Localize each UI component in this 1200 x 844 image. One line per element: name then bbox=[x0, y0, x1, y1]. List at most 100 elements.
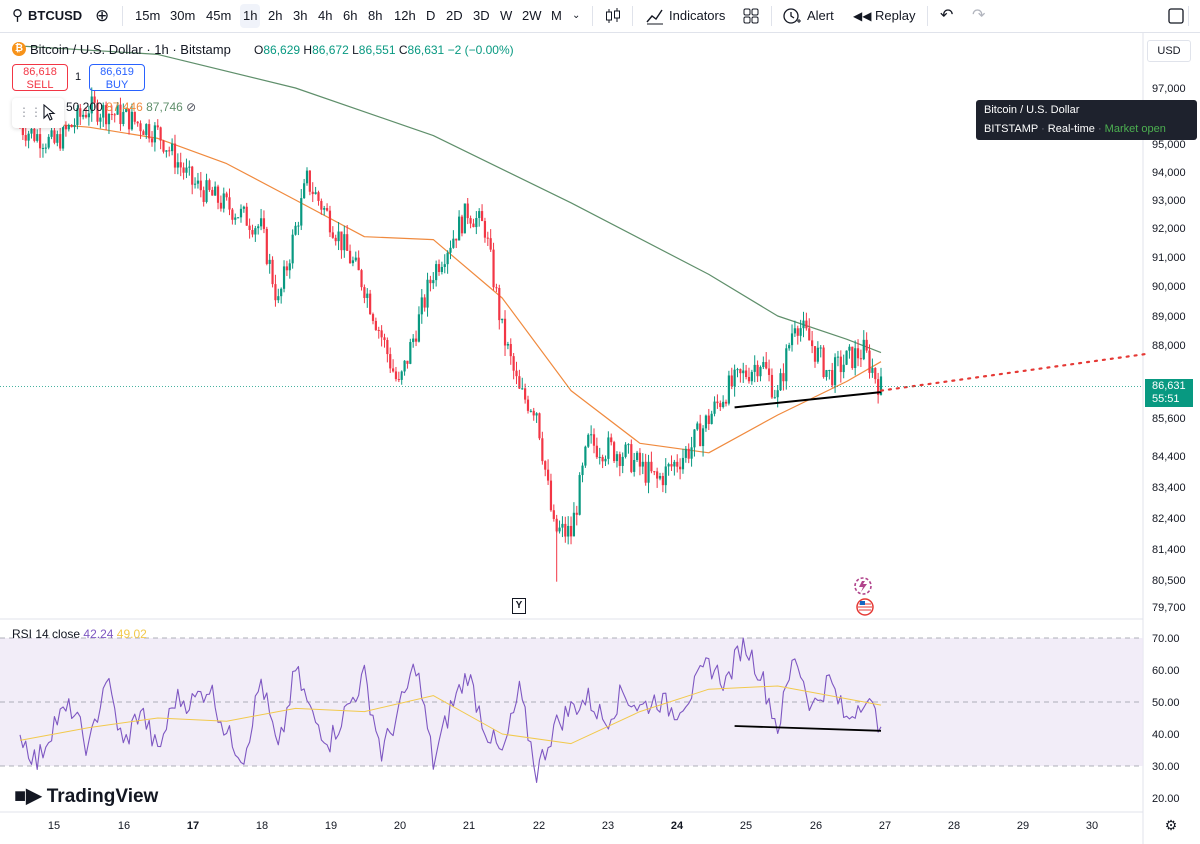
interval-8h[interactable]: 8h bbox=[368, 8, 383, 23]
candle-body bbox=[727, 375, 730, 404]
candle-body bbox=[719, 403, 722, 408]
candle-body bbox=[644, 461, 647, 483]
candle-body bbox=[604, 458, 607, 462]
undo-icon[interactable]: ↶ bbox=[940, 7, 954, 24]
replay-icon[interactable]: ◀◀ bbox=[853, 9, 872, 23]
candle-body bbox=[432, 280, 435, 284]
candle-body bbox=[825, 370, 828, 378]
candle-body bbox=[50, 130, 53, 137]
candles-icon[interactable] bbox=[604, 7, 622, 25]
candle-body bbox=[612, 442, 616, 462]
search-icon[interactable]: ⚲ bbox=[12, 7, 23, 24]
candle-body bbox=[90, 96, 93, 114]
candle-body bbox=[150, 138, 154, 143]
economic-events-icons[interactable] bbox=[852, 576, 876, 616]
interval-2h[interactable]: 2h bbox=[268, 8, 283, 23]
price-tick-label: 88,000 bbox=[1152, 340, 1186, 352]
candle-body bbox=[561, 523, 564, 528]
alert-clock-icon[interactable] bbox=[782, 6, 802, 26]
interval-12h[interactable]: 12h bbox=[394, 8, 416, 23]
interval-3h[interactable]: 3h bbox=[293, 8, 308, 23]
interval-2d[interactable]: 2D bbox=[446, 8, 463, 23]
candle-body bbox=[73, 124, 76, 128]
sell-button[interactable]: 86,618 SELL bbox=[12, 64, 68, 91]
candle-body bbox=[423, 297, 426, 308]
price-tick-label: 84,400 bbox=[1152, 451, 1186, 463]
drag-handle-icon[interactable]: ⋮⋮ bbox=[18, 105, 42, 119]
alert-button[interactable]: Alert bbox=[807, 8, 834, 23]
candle-body bbox=[759, 367, 762, 377]
add-compare-icon[interactable]: ⊕ bbox=[95, 6, 110, 25]
candle-body bbox=[650, 461, 653, 472]
chart-title[interactable]: Bitcoin / U.S. Dollar · 1h · Bitstamp bbox=[30, 42, 231, 57]
candle-body bbox=[796, 328, 799, 336]
settings-gear-icon[interactable]: ⚙ bbox=[1165, 817, 1178, 833]
hide-eye-icon[interactable]: ⊘ bbox=[186, 100, 197, 114]
candle-body bbox=[262, 218, 266, 229]
interval-30m[interactable]: 30m bbox=[170, 8, 196, 23]
replay-button[interactable]: Replay bbox=[875, 8, 916, 23]
tradingview-logo[interactable]: ■▶ TradingView bbox=[14, 783, 158, 808]
ma-legend[interactable]: 50 200 87,446 87,746 ⊘ bbox=[66, 100, 196, 114]
currency-button[interactable]: USD bbox=[1147, 40, 1191, 62]
time-tick-label: 30 bbox=[1086, 820, 1098, 832]
interval-15m[interactable]: 15m bbox=[135, 8, 161, 23]
event-marker[interactable]: Y bbox=[512, 598, 526, 614]
indicators-button[interactable]: Indicators bbox=[669, 8, 726, 23]
candle-body bbox=[851, 346, 854, 368]
price-tick-label: 85,600 bbox=[1152, 413, 1186, 425]
candle-body bbox=[412, 338, 415, 343]
layout-grid-icon[interactable] bbox=[742, 7, 760, 25]
candle-body bbox=[503, 318, 507, 346]
interval-d[interactable]: D bbox=[426, 8, 436, 23]
interval-1h[interactable]: 1h bbox=[240, 4, 261, 28]
candle-body bbox=[193, 183, 197, 185]
candle-body bbox=[148, 124, 151, 139]
candle-body bbox=[291, 234, 294, 264]
candle-body bbox=[704, 415, 708, 429]
indicators-icon[interactable] bbox=[645, 6, 665, 26]
ohlc-values: O86,629 H86,672 L86,551 C86,631 −2 (−0.0… bbox=[254, 43, 514, 57]
ma-periods: 50 200 bbox=[66, 100, 103, 114]
interval-3d[interactable]: 3D bbox=[473, 8, 490, 23]
bar-countdown: 55:51 bbox=[1152, 393, 1180, 405]
buy-price: 86,619 bbox=[100, 66, 134, 78]
candle-body bbox=[435, 264, 438, 281]
interval-chevron-down-icon[interactable]: ⌄ bbox=[572, 10, 581, 21]
buy-button[interactable]: 86,619 BUY bbox=[89, 64, 145, 91]
candle-body bbox=[466, 203, 469, 219]
candle-body bbox=[859, 358, 863, 360]
candle-body bbox=[564, 523, 567, 537]
rsi-value: 42.24 bbox=[83, 627, 114, 641]
candle-body bbox=[79, 108, 82, 117]
candle-body bbox=[168, 150, 171, 152]
candle-body bbox=[469, 218, 472, 224]
cursor-arrow-icon[interactable] bbox=[42, 104, 58, 122]
candle-body bbox=[360, 270, 363, 288]
candle-body bbox=[354, 257, 357, 261]
interval-6h[interactable]: 6h bbox=[343, 8, 358, 23]
candle-body bbox=[739, 369, 742, 374]
candle-body bbox=[463, 203, 466, 234]
candle-body bbox=[136, 121, 139, 124]
interval-2w[interactable]: 2W bbox=[522, 8, 542, 23]
redo-icon[interactable]: ↷ bbox=[972, 7, 986, 24]
candle-body bbox=[61, 125, 65, 149]
candle-body bbox=[429, 279, 432, 284]
candle-body bbox=[819, 347, 822, 349]
order-quantity[interactable]: 1 bbox=[75, 71, 82, 83]
candle-body bbox=[70, 124, 73, 128]
fullscreen-icon[interactable] bbox=[1167, 7, 1185, 25]
time-tick-label: 27 bbox=[879, 820, 891, 832]
interval-45m[interactable]: 45m bbox=[206, 8, 232, 23]
rsi-legend[interactable]: RSI 14 close 42.24 49.02 bbox=[12, 627, 147, 641]
interval-m[interactable]: M bbox=[551, 8, 562, 23]
candle-body bbox=[756, 364, 759, 377]
candle-body bbox=[248, 225, 251, 230]
symbol-search-button[interactable]: BTCUSD bbox=[28, 8, 83, 23]
candle-body bbox=[836, 356, 840, 358]
interval-w[interactable]: W bbox=[500, 8, 513, 23]
candle-body bbox=[288, 263, 291, 271]
candle-body bbox=[592, 434, 596, 446]
interval-4h[interactable]: 4h bbox=[318, 8, 333, 23]
